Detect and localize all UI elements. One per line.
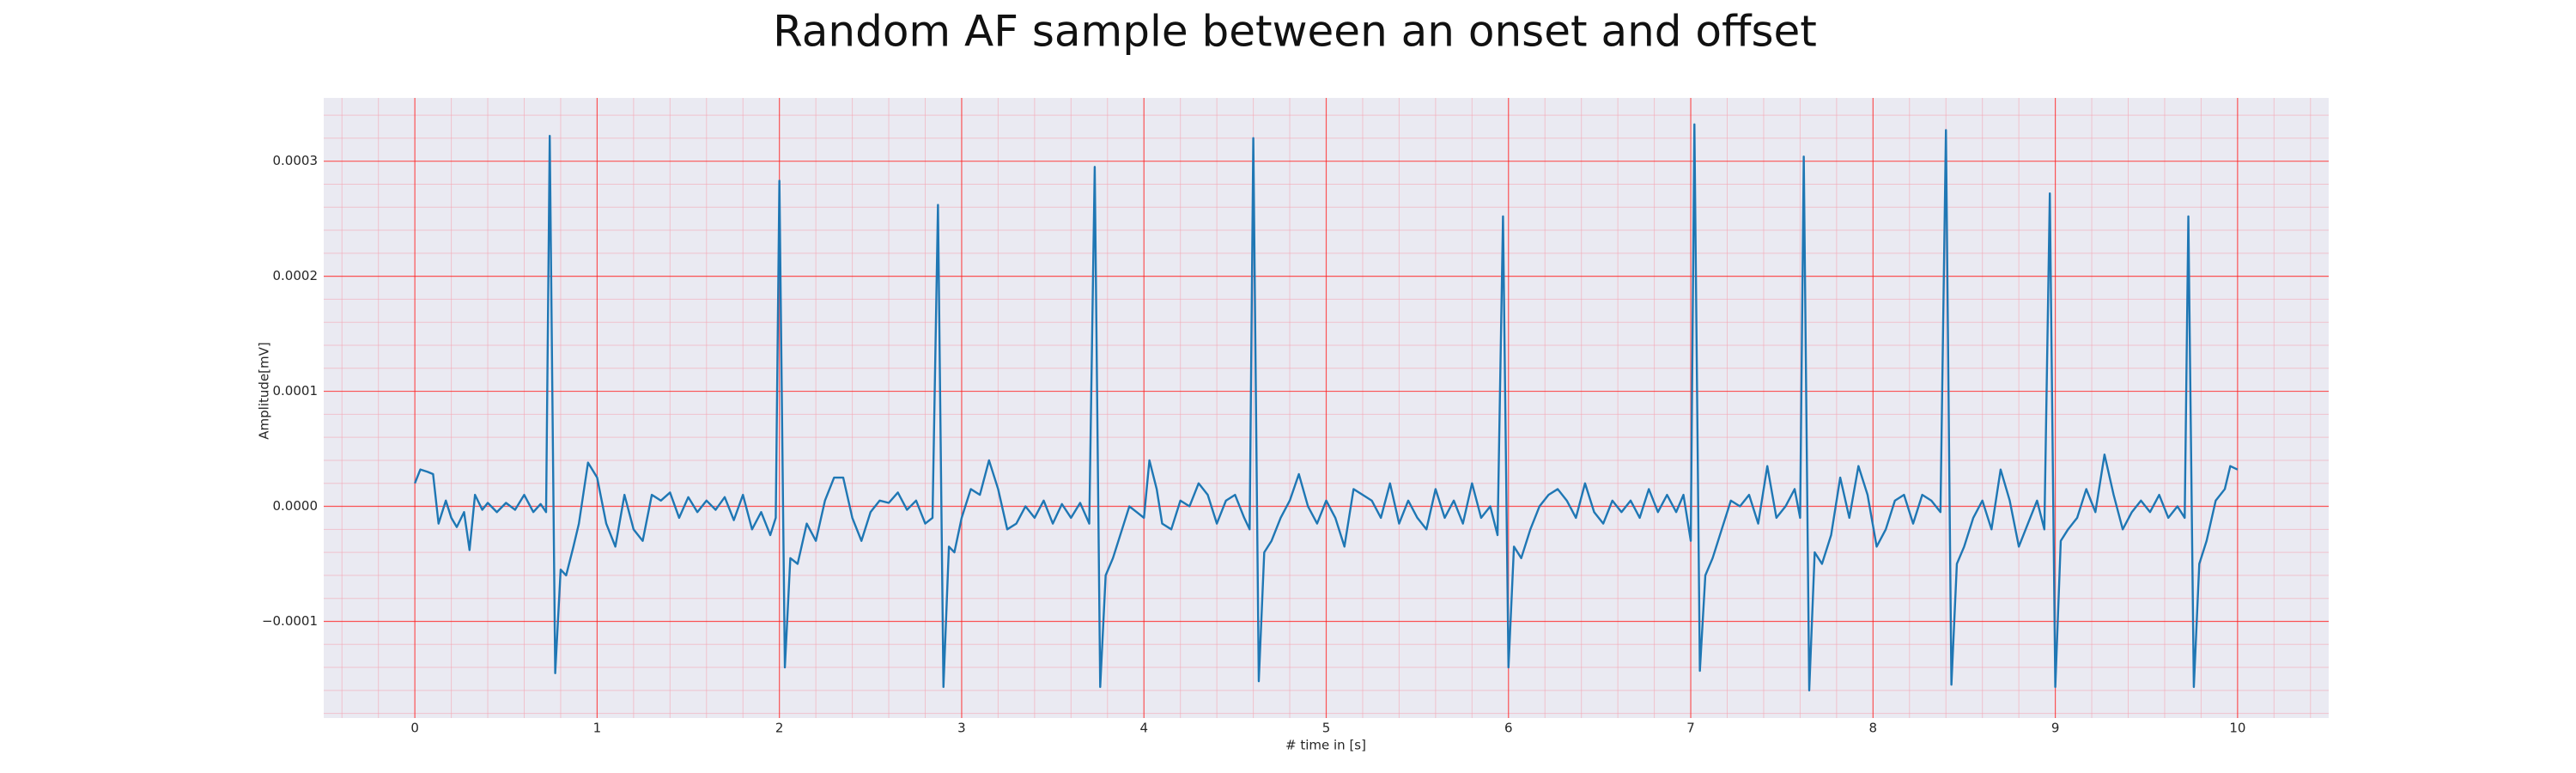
x-tick-label: 9 bbox=[2051, 721, 2060, 736]
chart-title: Random AF sample between an onset and of… bbox=[773, 7, 1817, 57]
x-tick-label: 8 bbox=[1869, 721, 1878, 736]
x-tick-label: 10 bbox=[2229, 721, 2245, 736]
x-tick-label: 4 bbox=[1139, 721, 1148, 736]
x-tick-label: 0 bbox=[410, 721, 419, 736]
ecg-line bbox=[414, 123, 2239, 692]
grid bbox=[324, 98, 2329, 718]
y-tick-label: 0.0002 bbox=[273, 268, 319, 283]
x-tick-label: 5 bbox=[1322, 721, 1331, 736]
y-tick-label: −0.0001 bbox=[262, 613, 318, 629]
y-tick-label: 0.0003 bbox=[273, 153, 319, 168]
x-tick-label: 2 bbox=[775, 721, 784, 736]
x-tick-label: 1 bbox=[593, 721, 602, 736]
marks bbox=[414, 123, 2239, 692]
x-axis-label: # time in [s] bbox=[1285, 738, 1366, 753]
y-tick-label: 0.0001 bbox=[273, 383, 319, 399]
x-tick-label: 3 bbox=[957, 721, 966, 736]
x-tick-label: 7 bbox=[1686, 721, 1695, 736]
x-tick-label: 6 bbox=[1504, 721, 1513, 736]
y-axis-label: Amplitude[mV] bbox=[257, 342, 272, 439]
y-tick-label: 0.0000 bbox=[273, 498, 319, 514]
